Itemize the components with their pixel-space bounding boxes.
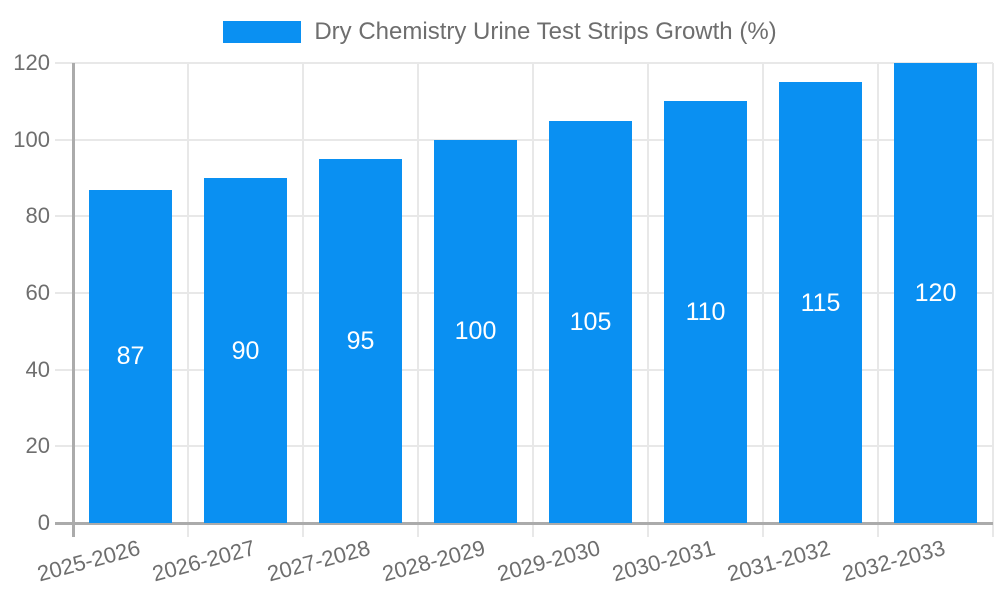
y-axis-tick bbox=[55, 368, 73, 371]
y-tick-label: 100 bbox=[13, 126, 50, 152]
bar-value-label: 105 bbox=[569, 307, 612, 336]
bar[interactable] bbox=[89, 189, 172, 523]
x-tick-label: 2029-2030 bbox=[494, 535, 603, 587]
y-axis-tick bbox=[55, 215, 73, 218]
bar-value-label: 110 bbox=[685, 298, 726, 327]
bar-value-label: 95 bbox=[346, 326, 375, 355]
bar[interactable] bbox=[204, 178, 287, 523]
bar-value-label: 120 bbox=[914, 279, 957, 307]
bar[interactable] bbox=[549, 120, 632, 523]
gridline-vertical bbox=[877, 63, 879, 537]
legend-label: Dry Chemistry Urine Test Strips Growth (… bbox=[314, 18, 777, 45]
gridline-vertical bbox=[532, 63, 534, 537]
y-axis-line bbox=[71, 63, 75, 537]
y-tick-label: 60 bbox=[25, 280, 50, 305]
y-tick-label: 40 bbox=[25, 356, 50, 382]
gridline-vertical bbox=[417, 63, 419, 537]
chart-legend[interactable]: Dry Chemistry Urine Test Strips Growth (… bbox=[0, 18, 1000, 46]
gridline-vertical bbox=[187, 63, 189, 537]
y-tick-label: 0 bbox=[37, 510, 50, 535]
gridline-vertical bbox=[302, 63, 304, 537]
gridline-vertical bbox=[647, 63, 649, 537]
x-tick-label: 2028-2029 bbox=[379, 535, 488, 587]
x-tick-label: 2030-2031 bbox=[609, 535, 718, 587]
legend-swatch bbox=[223, 21, 302, 43]
bar-value-label: 90 bbox=[231, 336, 260, 365]
y-tick-label: 20 bbox=[25, 433, 50, 459]
x-tick-label: 2032-2033 bbox=[839, 535, 948, 587]
bar[interactable] bbox=[894, 63, 977, 523]
y-axis-tick bbox=[55, 445, 73, 448]
bar[interactable] bbox=[434, 139, 517, 523]
bar[interactable] bbox=[319, 158, 402, 523]
bar[interactable] bbox=[664, 101, 747, 523]
x-tick-label: 2025-2026 bbox=[34, 535, 143, 587]
bar-value-label: 87 bbox=[116, 342, 145, 371]
y-axis-tick bbox=[55, 138, 73, 141]
x-axis-line bbox=[55, 521, 993, 525]
bar-value-label: 100 bbox=[454, 317, 497, 346]
y-axis-tick bbox=[55, 62, 73, 64]
y-axis-tick bbox=[55, 292, 73, 294]
y-tick-label: 80 bbox=[25, 203, 50, 229]
bar-value-label: 115 bbox=[800, 288, 841, 317]
y-tick-label: 120 bbox=[13, 50, 50, 75]
gridline-vertical bbox=[762, 63, 764, 537]
bar[interactable] bbox=[779, 82, 862, 523]
gridline-vertical bbox=[992, 63, 994, 537]
x-tick-label: 2026-2027 bbox=[149, 535, 258, 587]
x-tick-label: 2031-2032 bbox=[724, 535, 833, 587]
x-tick-label: 2027-2028 bbox=[264, 535, 373, 587]
